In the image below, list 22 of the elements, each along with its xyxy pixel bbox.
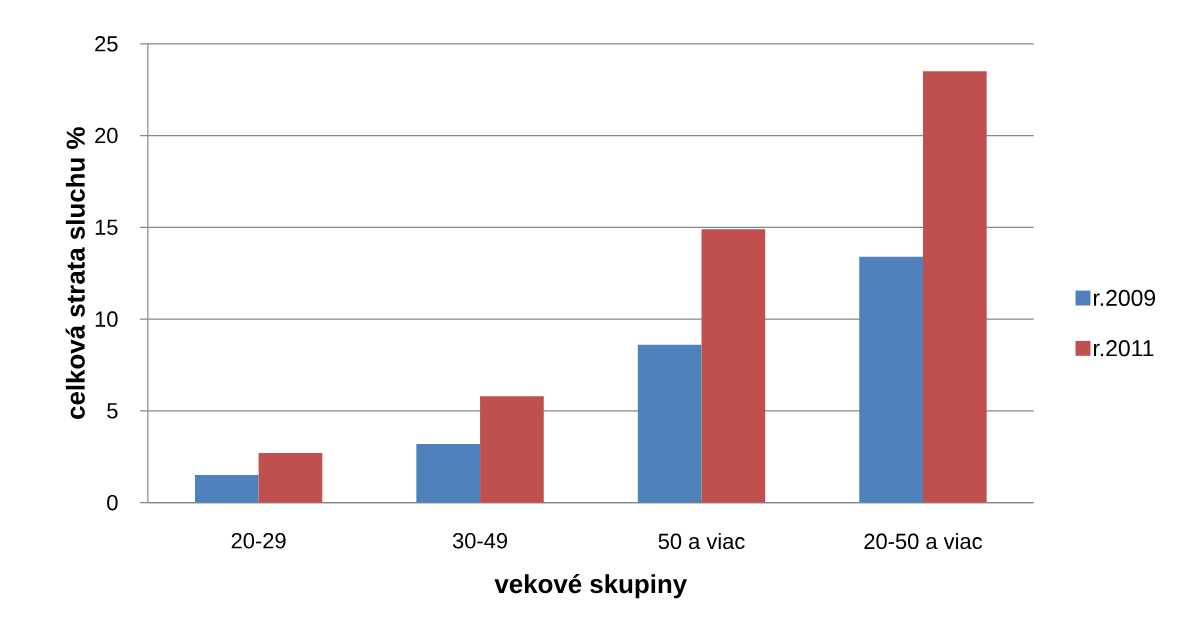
y-tick-label: 10 <box>95 311 118 327</box>
x-tick-label: 20-29 <box>231 532 286 549</box>
y-tick-label: 25 <box>95 36 118 52</box>
x-tick-label: 30-49 <box>452 532 508 549</box>
bar <box>701 229 766 503</box>
y-tick-label: 20 <box>95 127 118 144</box>
y-tick-label: 0 <box>107 494 118 511</box>
bar <box>922 71 987 503</box>
bar <box>194 475 259 503</box>
bar <box>416 443 481 503</box>
bar <box>859 256 923 503</box>
y-tick-label: 15 <box>95 219 118 235</box>
y-axis-title: celková strata sluchu % <box>65 127 85 419</box>
bar <box>258 453 323 503</box>
x-axis-title: vekové skupiny <box>494 573 687 599</box>
bar <box>480 396 544 503</box>
x-tick-label: 20-50 a viac <box>864 532 983 550</box>
bar <box>637 344 702 503</box>
x-tick-label: 50 a viac <box>658 532 745 550</box>
legend-label: r.2009 <box>1093 289 1156 306</box>
y-tick-label: 5 <box>107 403 118 419</box>
legend-label: r.2011 <box>1093 340 1154 357</box>
